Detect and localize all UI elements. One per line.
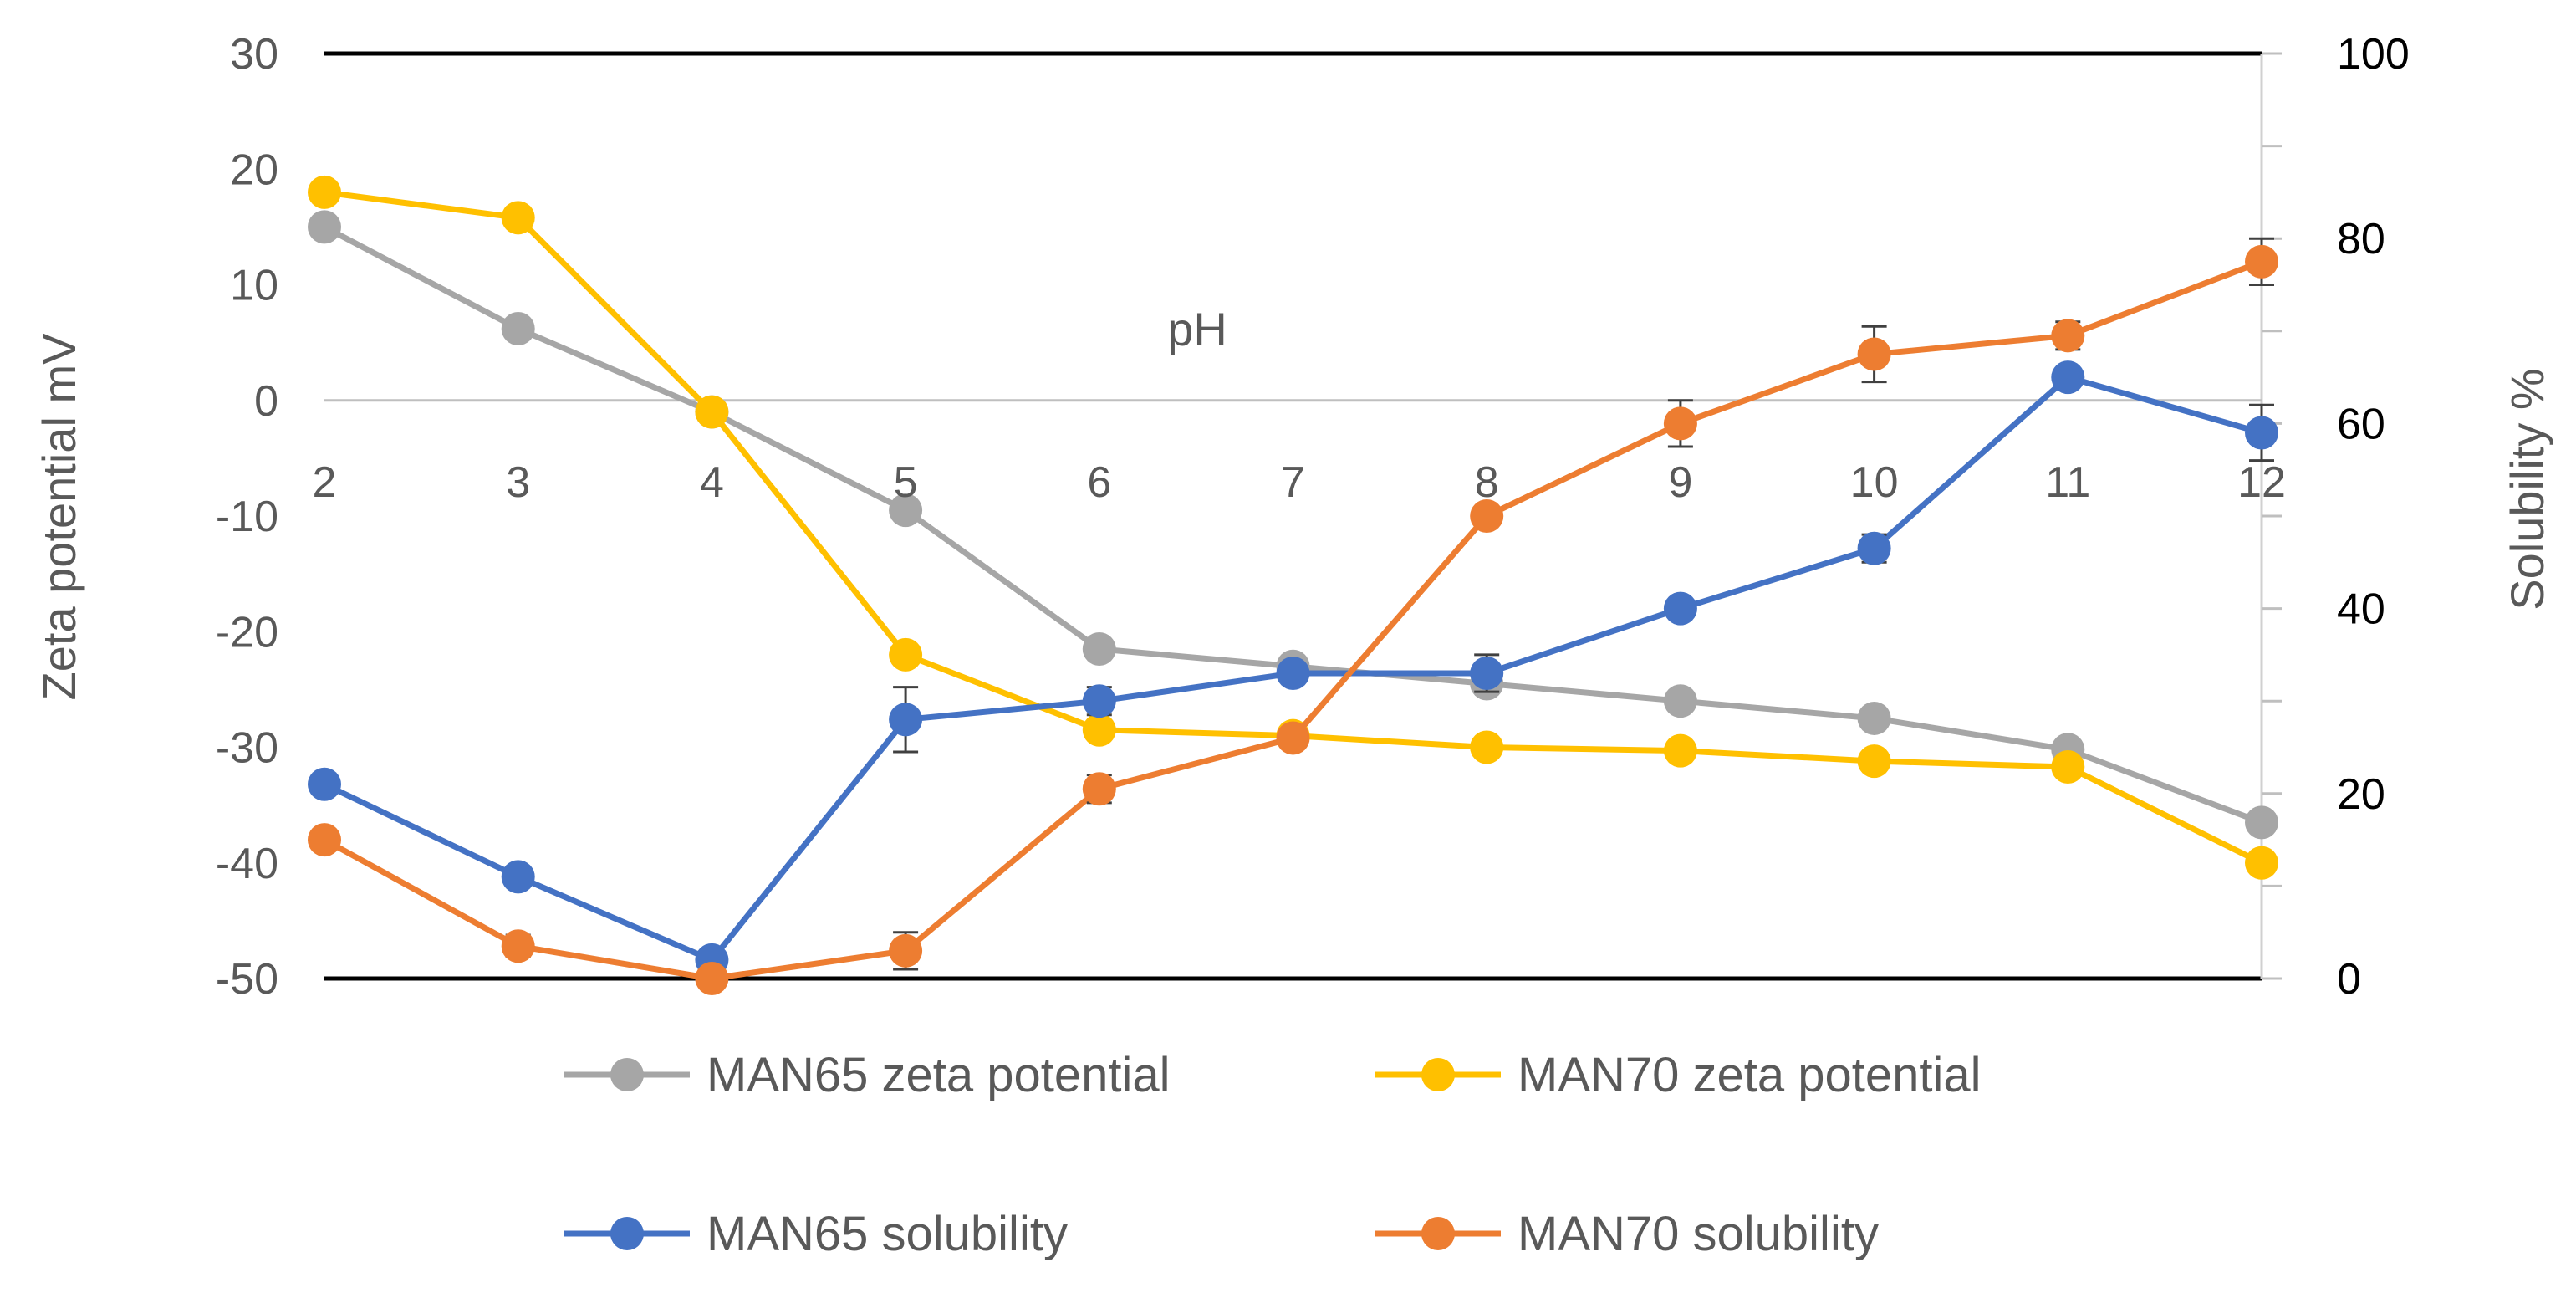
data-point (1470, 730, 1504, 764)
y2-tick-label: 60 (2337, 400, 2385, 448)
data-point (1663, 684, 1697, 718)
data-point (2245, 846, 2278, 880)
legend-label: MAN70 zeta potential (1518, 1048, 1982, 1102)
legend-marker (1421, 1217, 1455, 1250)
data-point (308, 210, 341, 244)
legend-item: MAN70 zeta potential (1375, 1048, 1982, 1102)
legend-label: MAN65 solubility (706, 1207, 1068, 1261)
y-tick-label: -40 (216, 840, 278, 888)
y2-tick-label: 100 (2337, 30, 2410, 79)
data-point (1857, 337, 1891, 371)
data-point (1663, 406, 1697, 441)
data-point (1857, 531, 1891, 565)
data-point (1857, 701, 1891, 735)
data-point (2245, 805, 2278, 840)
data-point (1663, 733, 1697, 768)
y-tick-label: -30 (216, 724, 278, 773)
y-tick-label: -20 (216, 608, 278, 657)
x-tick-label: 8 (1475, 458, 1499, 507)
data-point (2051, 360, 2085, 395)
data-point (1082, 684, 1116, 718)
x-tick-label: 12 (2237, 458, 2286, 507)
series-man70-solubility (308, 237, 2278, 995)
legend-item: MAN65 zeta potential (564, 1048, 1171, 1102)
data-point (2245, 416, 2278, 450)
data-point (695, 962, 729, 995)
series-line (324, 189, 2263, 866)
series-man65-solubility (308, 360, 2278, 977)
y2-axis-title: Solubility % (2501, 368, 2553, 610)
x-tick-label: 9 (1668, 458, 1692, 507)
data-point (308, 767, 341, 801)
x-tick-label: 11 (2045, 458, 2090, 507)
data-point (1082, 772, 1116, 806)
data-point (501, 312, 535, 346)
x-axis-title: pH (1167, 303, 1227, 355)
x-tick-label: 2 (313, 458, 337, 507)
data-point (1082, 713, 1116, 747)
legend-marker (1421, 1058, 1455, 1091)
legend-item: MAN65 solubility (564, 1207, 1068, 1261)
data-point (889, 933, 923, 968)
y-tick-label: 0 (254, 377, 278, 426)
x-tick-label: 4 (700, 458, 724, 507)
data-point (2051, 750, 2085, 784)
y-tick-label: -50 (216, 955, 278, 1004)
x-tick-label: 5 (894, 458, 918, 507)
y2-tick-label: 80 (2337, 215, 2385, 263)
data-point (1082, 631, 1116, 666)
data-point (501, 201, 535, 235)
y-tick-label: 30 (230, 30, 278, 79)
data-point (501, 860, 535, 894)
series-man70-zeta-potential (308, 175, 2278, 880)
data-point (308, 175, 341, 209)
y2-tick-label: 0 (2337, 955, 2361, 1004)
y2-tick-label: 40 (2337, 585, 2385, 634)
data-point (501, 929, 535, 963)
x-tick-label: 6 (1087, 458, 1111, 507)
y-tick-label: 10 (230, 262, 278, 310)
data-point (889, 493, 923, 528)
legend-label: MAN65 zeta potential (706, 1048, 1171, 1102)
data-point (695, 395, 729, 429)
data-point (1663, 591, 1697, 626)
data-point (2245, 244, 2278, 279)
y-tick-label: 20 (230, 146, 278, 194)
legend-item: MAN70 solubility (1375, 1207, 1879, 1261)
y-axis-title: Zeta potential mV (33, 333, 85, 701)
data-point (308, 823, 341, 857)
legend-marker (610, 1058, 644, 1091)
legend-label: MAN70 solubility (1518, 1207, 1879, 1261)
x-tick-label: 7 (1281, 458, 1305, 507)
x-tick-label: 3 (506, 458, 530, 507)
data-point (889, 637, 923, 672)
data-point (1470, 657, 1504, 691)
data-point (1276, 657, 1310, 691)
data-point (1470, 499, 1504, 533)
data-point (2051, 319, 2085, 353)
data-point (1857, 744, 1891, 779)
y2-tick-label: 20 (2337, 770, 2385, 819)
x-tick-label: 10 (1850, 458, 1899, 507)
data-point (889, 703, 923, 737)
y-tick-label: -10 (216, 493, 278, 541)
legend-marker (610, 1217, 644, 1250)
data-point (1276, 721, 1310, 755)
